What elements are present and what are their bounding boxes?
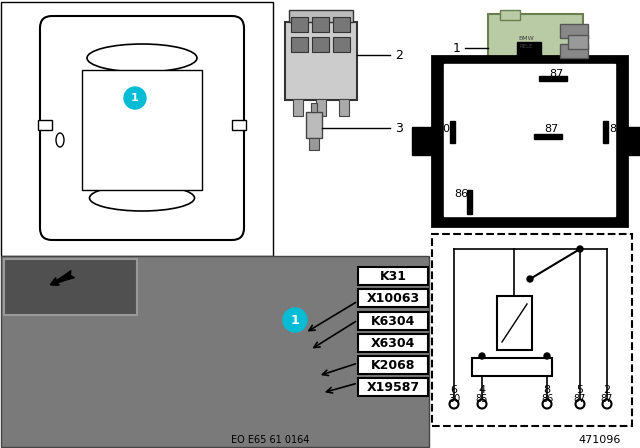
Bar (316, 99, 326, 116)
Text: 6: 6 (451, 385, 458, 395)
Ellipse shape (56, 133, 64, 147)
Bar (467, 190, 472, 214)
Bar (450, 121, 455, 143)
Bar (488, 14, 583, 96)
Text: K2068: K2068 (371, 358, 415, 371)
Text: 1: 1 (291, 314, 300, 327)
Text: 8: 8 (543, 385, 550, 395)
Bar (312, 37, 329, 52)
Circle shape (283, 308, 307, 332)
Bar (306, 112, 322, 138)
Text: 86: 86 (454, 189, 468, 199)
Bar (568, 35, 588, 49)
Bar (333, 37, 350, 52)
Bar (432, 56, 627, 226)
Circle shape (124, 87, 146, 109)
Circle shape (527, 276, 533, 282)
Bar (432, 234, 632, 426)
Bar (232, 120, 246, 130)
Circle shape (575, 400, 584, 409)
Text: 2: 2 (395, 48, 403, 61)
Bar (358, 289, 428, 307)
Bar (339, 99, 349, 116)
Bar (285, 22, 357, 100)
Circle shape (602, 400, 611, 409)
Circle shape (577, 246, 583, 252)
Bar (293, 99, 303, 116)
Text: K6304: K6304 (371, 314, 415, 327)
Text: X6304: X6304 (371, 336, 415, 349)
Bar (358, 334, 428, 352)
Bar (333, 17, 350, 32)
Text: 5: 5 (577, 385, 584, 395)
Bar (291, 37, 308, 52)
Text: 87: 87 (544, 124, 558, 134)
Text: X19587: X19587 (367, 380, 420, 393)
Text: 30: 30 (448, 394, 460, 404)
Bar (82, 70, 202, 190)
Text: 471096: 471096 (579, 435, 621, 445)
Bar (412, 127, 434, 155)
Bar (1, 256, 429, 447)
Bar (500, 10, 520, 20)
Bar (517, 42, 541, 56)
Text: X10063: X10063 (367, 292, 420, 305)
Text: 30: 30 (436, 124, 450, 134)
Bar (38, 120, 52, 130)
Bar (4, 259, 137, 315)
Bar (444, 64, 615, 216)
Bar (309, 138, 319, 150)
Bar (625, 127, 640, 155)
Bar (1, 2, 273, 256)
Circle shape (477, 400, 486, 409)
Text: 1: 1 (131, 93, 139, 103)
Bar (358, 378, 428, 396)
Bar (603, 121, 608, 143)
Text: 3: 3 (395, 121, 403, 134)
Bar (358, 267, 428, 285)
Bar (289, 10, 353, 22)
Circle shape (543, 400, 552, 409)
Bar (358, 312, 428, 330)
Text: 4: 4 (479, 385, 486, 395)
Bar (291, 17, 308, 32)
Bar (311, 103, 317, 112)
Bar (497, 296, 532, 350)
Text: K31: K31 (380, 270, 406, 283)
Ellipse shape (87, 44, 197, 72)
Circle shape (544, 353, 550, 359)
Bar (560, 44, 588, 58)
Bar (539, 76, 567, 81)
Bar (358, 356, 428, 374)
Text: 2: 2 (604, 385, 611, 395)
Bar (560, 24, 588, 38)
Ellipse shape (90, 185, 195, 211)
Text: EO E65 61 0164: EO E65 61 0164 (231, 435, 309, 445)
Circle shape (479, 353, 485, 359)
Text: 87: 87 (601, 394, 613, 404)
FancyBboxPatch shape (40, 16, 244, 240)
Text: BMW: BMW (518, 35, 534, 40)
Text: 1: 1 (453, 42, 461, 55)
Text: 86: 86 (541, 394, 553, 404)
Text: 85: 85 (609, 124, 623, 134)
Bar (312, 17, 329, 32)
Text: 85: 85 (476, 394, 488, 404)
Circle shape (449, 400, 458, 409)
Text: RELE: RELE (519, 43, 532, 48)
Text: 87: 87 (574, 394, 586, 404)
Bar (534, 134, 562, 139)
Text: 87: 87 (549, 69, 563, 79)
Bar (472, 358, 552, 376)
